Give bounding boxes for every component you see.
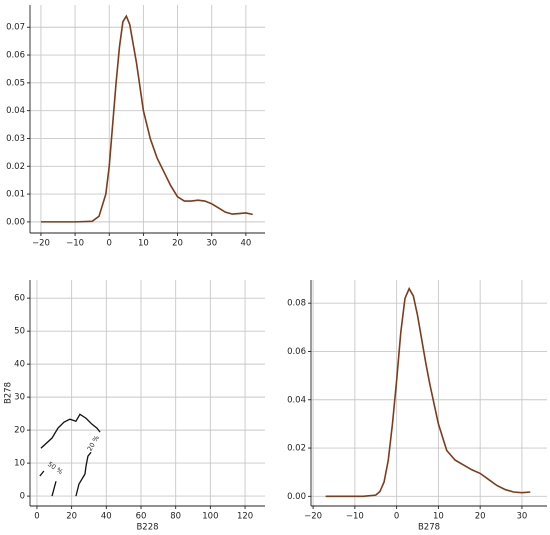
x-tick-label: 40 (101, 512, 112, 522)
y-tick-label: 0.01 (6, 190, 25, 200)
data-line (51, 481, 57, 497)
y-tick-label: 0.07 (6, 23, 25, 33)
data-line (39, 470, 45, 477)
x-tick-label: 0 (107, 239, 112, 249)
y-tick-label: 10 (14, 459, 25, 469)
x-tick-label: −20 (32, 239, 50, 249)
x-tick-label: 30 (517, 512, 528, 522)
data-line (325, 286, 531, 498)
y-tick-label: 50 (14, 327, 25, 337)
data-line (75, 451, 92, 497)
panel: −20 −10 0 10 20 30 40 0.00 0.01 0.02 0.03 0.04 0.05 0… (6, 5, 265, 249)
x-tick-label: −10 (346, 512, 364, 522)
y-tick-label: 0.04 (287, 395, 306, 405)
x-tick-label: 10 (433, 512, 444, 522)
y-tick-label: 0 (20, 492, 25, 502)
x-tick-label: 20 (66, 512, 77, 522)
x-tick-label: 20 (475, 512, 486, 522)
x-tick-label: 10 (138, 239, 149, 249)
x-tick-label: 20 (172, 239, 183, 249)
y-tick-label: 0.06 (6, 51, 25, 61)
y-tick-label: 0.05 (6, 78, 25, 88)
x-tick-label: 30 (206, 239, 217, 249)
y-tick-label: 0.06 (287, 347, 306, 357)
y-tick-label: 0.08 (287, 299, 306, 309)
x-tick-label: 100 (202, 512, 218, 522)
x-tick-label: 120 (237, 512, 253, 522)
y-tick-label: 0.03 (6, 134, 25, 144)
x-axis-label: B278 (418, 523, 440, 533)
x-tick-label: 40 (240, 239, 251, 249)
x-tick-label: 60 (136, 512, 147, 522)
x-tick-label: −20 (304, 512, 322, 522)
x-tick-label: −10 (66, 239, 84, 249)
data-line (40, 413, 101, 449)
y-tick-label: 0.04 (6, 106, 25, 116)
x-axis-label: B228 (136, 523, 158, 533)
data-line (40, 14, 253, 223)
x-tick-label: 80 (170, 512, 181, 522)
y-tick-label: 30 (14, 393, 25, 403)
y-tick-label: 40 (14, 360, 25, 370)
y-axis-label: B278 (4, 382, 14, 404)
panel: −20 −10 0 10 20 30 0.00 0.02 0.04 0.06 0.08 B278 (287, 280, 547, 533)
y-tick-label: 0.02 (287, 444, 306, 454)
contour-label: 20 % (86, 434, 101, 452)
y-tick-label: 0.00 (6, 217, 25, 227)
contour-label: 50 % (46, 460, 64, 476)
x-tick-label: 0 (34, 512, 39, 522)
y-tick-label: 20 (14, 426, 25, 436)
y-tick-label: 0.00 (287, 492, 306, 502)
y-tick-label: 60 (14, 294, 25, 304)
x-tick-label: 0 (394, 512, 399, 522)
y-tick-label: 0.02 (6, 162, 25, 172)
